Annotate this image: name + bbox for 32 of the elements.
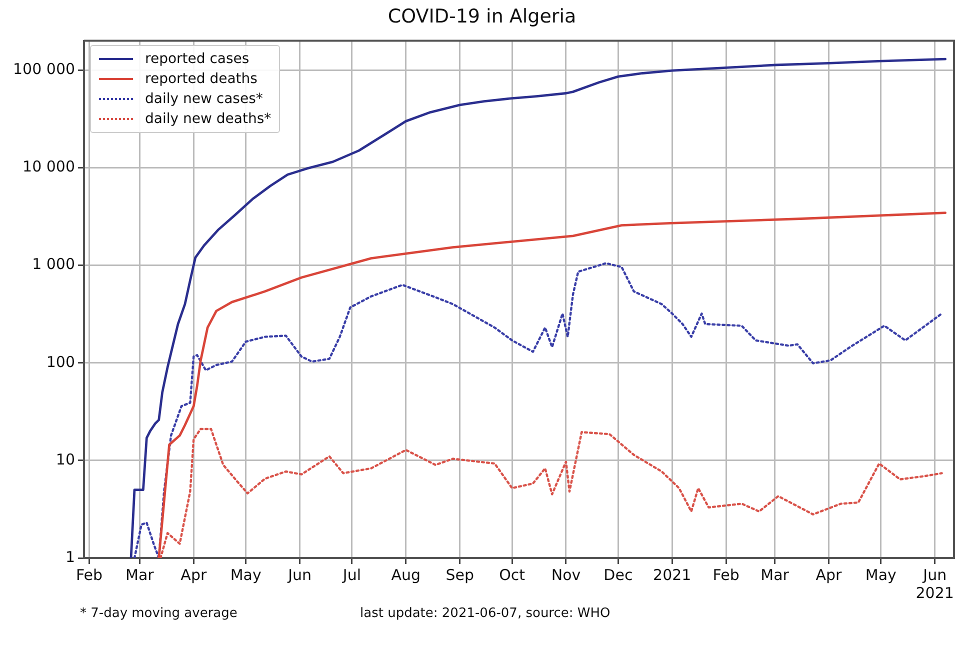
y-tick-label: 100 bbox=[46, 352, 76, 371]
x-tick-label: Jul bbox=[342, 566, 362, 584]
legend-label: daily new deaths* bbox=[144, 110, 272, 129]
y-tick-label: 10 bbox=[56, 450, 76, 468]
x-tick-label: Aug bbox=[391, 566, 421, 584]
x-tick-label: Oct bbox=[499, 566, 526, 584]
line-series bbox=[159, 428, 943, 558]
x-tick-label: Dec bbox=[604, 566, 633, 584]
x-tick-label: Sep bbox=[446, 566, 474, 584]
chart-title: COVID-19 in Algeria bbox=[388, 5, 576, 28]
x-tick-label: May bbox=[230, 566, 262, 584]
x-tick-label: Jun bbox=[287, 566, 312, 584]
x-tick-label: Mar bbox=[126, 566, 155, 584]
x-tick-label: Apr bbox=[816, 566, 843, 584]
x-tick-label: Jun 2021 bbox=[916, 566, 954, 602]
legend-label: reported deaths bbox=[144, 70, 258, 89]
text: last update: 2021-06-07, source: WHO bbox=[360, 606, 610, 621]
x-tick-label: Mar bbox=[760, 566, 790, 584]
x-tick-label: May bbox=[865, 566, 897, 584]
y-tick-label: 1 000 bbox=[32, 255, 76, 274]
x-tick-label: Feb bbox=[76, 566, 103, 584]
y-tick-label: 10 000 bbox=[22, 158, 76, 176]
y-tick-label: 100 000 bbox=[13, 60, 76, 78]
x-tick-label: 2021 bbox=[653, 566, 692, 584]
line-series bbox=[133, 262, 943, 558]
x-tick-label: Nov bbox=[551, 566, 581, 584]
x-tick-label: Feb bbox=[712, 566, 740, 584]
x-tick-label: Apr bbox=[180, 566, 208, 584]
legend-label: daily new cases* bbox=[144, 90, 264, 109]
legend-label: reported cases bbox=[144, 50, 250, 69]
text: * 7-day moving average bbox=[80, 606, 238, 621]
y-tick-label: 1 bbox=[65, 548, 76, 566]
